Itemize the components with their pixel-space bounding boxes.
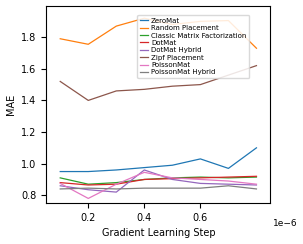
Zipf Placement [115, 90, 118, 92]
DotMat Hybrid [58, 184, 62, 187]
Classic Matrix Factorization [115, 181, 118, 184]
ZeroMat [198, 157, 202, 160]
Classic Matrix Factorization [58, 176, 62, 179]
Line: DotMat: DotMat [60, 176, 256, 185]
Classic Matrix Factorization [255, 176, 258, 179]
PoissonMat Hybrid [86, 187, 90, 190]
DotMat Hybrid [115, 191, 118, 193]
Random Placement [115, 25, 118, 28]
DotMat [142, 178, 146, 181]
PoissonMat Hybrid [115, 187, 118, 190]
Zipf Placement [198, 83, 202, 86]
DotMat Hybrid [142, 169, 146, 172]
Line: Zipf Placement: Zipf Placement [60, 66, 256, 101]
DotMat Hybrid [86, 188, 90, 191]
Y-axis label: MAE: MAE [5, 94, 15, 115]
PoissonMat [142, 171, 146, 174]
Random Placement [227, 19, 230, 22]
DotMat Hybrid [171, 178, 174, 181]
ZeroMat [86, 170, 90, 173]
ZeroMat [142, 166, 146, 169]
Line: DotMat Hybrid: DotMat Hybrid [60, 170, 256, 192]
DotMat [58, 181, 62, 184]
DotMat Hybrid [198, 182, 202, 185]
ZeroMat [171, 164, 174, 167]
PoissonMat [171, 176, 174, 179]
Zipf Placement [142, 88, 146, 91]
Random Placement [255, 47, 258, 50]
PoissonMat [227, 180, 230, 183]
Classic Matrix Factorization [227, 176, 230, 179]
Line: ZeroMat: ZeroMat [60, 148, 256, 172]
DotMat Hybrid [227, 183, 230, 186]
PoissonMat [255, 183, 258, 186]
ZeroMat [227, 167, 230, 170]
PoissonMat [115, 183, 118, 186]
ZeroMat [58, 170, 62, 173]
Classic Matrix Factorization [198, 176, 202, 179]
Line: PoissonMat Hybrid: PoissonMat Hybrid [60, 186, 256, 189]
Classic Matrix Factorization [86, 183, 90, 186]
Zipf Placement [227, 74, 230, 77]
Legend: ZeroMat, Random Placement, Classic Matrix Factorization, DotMat, DotMat Hybrid, : ZeroMat, Random Placement, Classic Matri… [137, 15, 249, 78]
Line: PoissonMat: PoissonMat [60, 172, 256, 198]
Random Placement [171, 23, 174, 26]
PoissonMat Hybrid [198, 187, 202, 190]
Zipf Placement [86, 99, 90, 102]
Random Placement [198, 20, 202, 23]
Line: Classic Matrix Factorization: Classic Matrix Factorization [60, 177, 256, 184]
Classic Matrix Factorization [171, 176, 174, 179]
Line: Random Placement: Random Placement [60, 18, 256, 48]
Random Placement [142, 17, 146, 20]
DotMat [255, 175, 258, 178]
PoissonMat [58, 182, 62, 185]
PoissonMat [86, 197, 90, 200]
Zipf Placement [171, 85, 174, 88]
PoissonMat Hybrid [255, 187, 258, 190]
DotMat [86, 183, 90, 186]
PoissonMat Hybrid [227, 184, 230, 187]
Zipf Placement [58, 80, 62, 83]
Text: 1e−6: 1e−6 [273, 219, 297, 228]
X-axis label: Gradient Learning Step: Gradient Learning Step [102, 228, 215, 238]
Classic Matrix Factorization [142, 178, 146, 181]
Random Placement [86, 43, 90, 46]
PoissonMat Hybrid [171, 187, 174, 190]
ZeroMat [115, 169, 118, 172]
DotMat [198, 176, 202, 179]
ZeroMat [255, 146, 258, 149]
DotMat [171, 177, 174, 180]
PoissonMat Hybrid [58, 187, 62, 190]
PoissonMat [198, 178, 202, 181]
Zipf Placement [255, 64, 258, 67]
PoissonMat Hybrid [142, 187, 146, 190]
DotMat [115, 183, 118, 186]
Random Placement [58, 37, 62, 40]
DotMat [227, 176, 230, 179]
DotMat Hybrid [255, 183, 258, 186]
